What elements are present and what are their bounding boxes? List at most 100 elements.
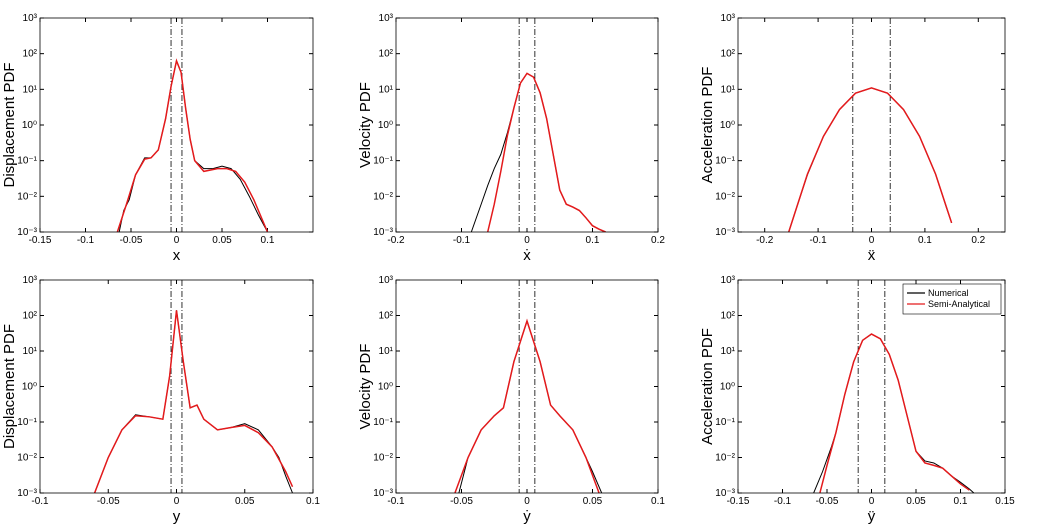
y-tick-label: 10⁻³: [715, 488, 735, 499]
y-tick-label: 10¹: [379, 84, 394, 95]
x-tick-label: -0.2: [756, 235, 774, 246]
series-line: [813, 333, 975, 493]
y-tick-label: 10²: [23, 49, 38, 60]
axes-box: [395, 279, 659, 494]
y-axis-label: Velocity PDF: [357, 82, 374, 168]
y-tick-label: 10¹: [379, 346, 394, 357]
x-tick-label: 0.15: [995, 496, 1015, 507]
x-axis-label: ẏ: [523, 508, 531, 525]
axes-box: [737, 17, 1006, 233]
legend-label: Numerical: [928, 288, 969, 298]
series-line: [470, 72, 606, 232]
y-tick-label: 10³: [721, 13, 736, 24]
x-tick-label: -0.2: [387, 235, 405, 246]
x-tick-label: -0.15: [29, 235, 52, 246]
x-tick-label: -0.05: [120, 235, 143, 246]
x-tick-label: 0.1: [918, 235, 932, 246]
series-line: [116, 58, 269, 232]
y-tick-label: 10⁻³: [715, 227, 735, 238]
series-line: [94, 310, 293, 493]
y-tick-label: 10⁰: [22, 382, 37, 393]
x-tick-label: 0: [869, 235, 875, 246]
y-tick-label: 10⁻³: [373, 227, 393, 238]
series-line: [486, 72, 606, 232]
y-tick-label: 10⁻¹: [373, 156, 393, 167]
y-tick-label: 10²: [379, 49, 394, 60]
x-tick-label: 0.05: [906, 496, 926, 507]
x-tick-label: -0.05: [816, 496, 839, 507]
subplot: 10⁻³ 10⁻² 10⁻¹ 10⁰ 10¹ 10² 10³ -0.2 -0.1 0 0.1 0.2 ẍ…: [699, 13, 1006, 264]
x-tick-label: 0.1: [586, 235, 600, 246]
y-tick-label: 10⁻¹: [17, 417, 37, 428]
x-tick-label: -0.1: [774, 496, 792, 507]
y-tick-label: 10⁰: [720, 382, 735, 393]
y-tick-label: 10²: [379, 311, 394, 322]
series-line: [93, 310, 294, 493]
x-tick-label: 0.05: [583, 496, 603, 507]
y-tick-label: 10¹: [23, 84, 38, 95]
axes-box: [39, 279, 314, 494]
series-line: [788, 87, 953, 232]
x-tick-label: 0.2: [971, 235, 985, 246]
x-tick-label: 0.2: [651, 235, 665, 246]
series-line: [454, 318, 600, 493]
x-axis-label: y: [173, 508, 181, 525]
axes-box: [737, 279, 1006, 494]
y-axis-label: Displacement PDF: [1, 62, 18, 187]
axes-box: [39, 17, 314, 233]
x-tick-label: -0.05: [450, 496, 473, 507]
y-tick-label: 10³: [379, 13, 394, 24]
x-tick-label: -0.05: [97, 496, 120, 507]
y-tick-label: 10⁰: [22, 120, 37, 131]
x-tick-label: -0.1: [77, 235, 95, 246]
y-tick-label: 10⁰: [378, 120, 393, 131]
y-tick-label: 10⁻³: [17, 227, 37, 238]
x-axis-label: x: [173, 247, 181, 264]
subplot: 10⁻³ 10⁻² 10⁻¹ 10⁰ 10¹ 10² 10³ -0.1 -0.05 0 0.05 0.…: [357, 275, 665, 525]
y-axis-label: Velocity PDF: [357, 344, 374, 430]
y-tick-label: 10⁻¹: [17, 156, 37, 167]
x-tick-label: 0.1: [306, 496, 320, 507]
y-tick-label: 10²: [721, 311, 736, 322]
x-tick-label: 0.05: [212, 235, 232, 246]
y-tick-label: 10⁻²: [17, 453, 37, 464]
x-tick-label: -0.1: [809, 235, 827, 246]
y-tick-label: 10¹: [721, 346, 736, 357]
x-axis-label: ẋ: [523, 247, 531, 264]
y-tick-label: 10⁻²: [715, 191, 735, 202]
y-tick-label: 10³: [23, 13, 38, 24]
x-tick-label: -0.1: [31, 496, 49, 507]
y-tick-label: 10⁻²: [17, 191, 37, 202]
x-tick-label: 0.05: [235, 496, 255, 507]
x-tick-label: 0: [174, 235, 180, 246]
y-tick-label: 10³: [379, 275, 394, 286]
y-tick-label: 10⁻²: [373, 191, 393, 202]
x-axis-label: ÿ: [868, 508, 876, 525]
legend-label: Semi-Analytical: [928, 299, 990, 309]
y-tick-label: 10⁻³: [373, 488, 393, 499]
x-tick-label: 0: [869, 496, 875, 507]
x-tick-label: 0: [524, 235, 530, 246]
x-axis-label: ẍ: [868, 247, 876, 264]
x-tick-label: 0.1: [954, 496, 968, 507]
x-tick-label: -0.1: [387, 496, 405, 507]
y-tick-label: 10⁻²: [373, 453, 393, 464]
y-tick-label: 10⁻¹: [715, 156, 735, 167]
series-line: [819, 333, 970, 493]
x-tick-label: -0.1: [453, 235, 471, 246]
subplot: 10⁻³ 10⁻² 10⁻¹ 10⁰ 10¹ 10² 10³ -0.15 -0.1 -0.05 0 0…: [1, 13, 314, 264]
y-tick-label: 10¹: [721, 84, 736, 95]
y-axis-label: Displacement PDF: [1, 324, 18, 449]
y-axis-label: Acceleration PDF: [699, 328, 716, 445]
x-tick-label: -0.15: [727, 496, 750, 507]
x-tick-label: 0: [174, 496, 180, 507]
subplot: 10⁻³ 10⁻² 10⁻¹ 10⁰ 10¹ 10² 10³ -0.15 -0.1 -0.05 0 0…: [699, 275, 1015, 525]
y-tick-label: 10²: [23, 311, 38, 322]
y-tick-label: 10¹: [23, 346, 38, 357]
series-line: [458, 319, 603, 493]
axes-box: [395, 17, 659, 233]
y-tick-label: 10⁻³: [17, 488, 37, 499]
y-tick-label: 10²: [721, 49, 736, 60]
